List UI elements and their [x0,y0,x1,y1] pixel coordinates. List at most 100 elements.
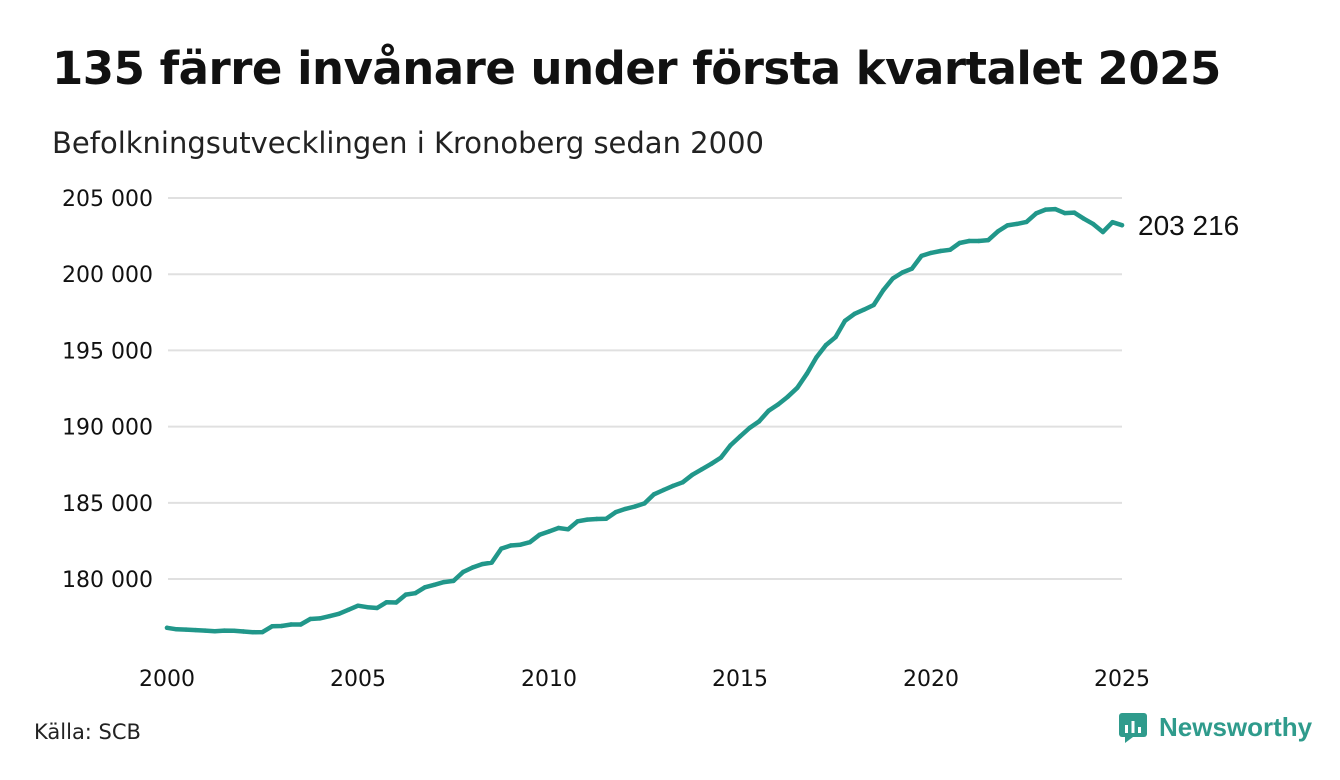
series-lines [164,206,1125,635]
chart-title: 135 färre invånare under första kvartale… [52,42,1221,95]
chart-subtitle: Befolkningsutvecklingen i Kronoberg seda… [52,126,764,160]
data-point [403,592,408,597]
data-labels: 203 216 [1138,210,1239,241]
data-point [164,625,170,630]
data-point [470,565,475,570]
data-point [623,506,628,512]
data-point [814,355,819,360]
data-point [690,472,695,477]
data-point [1024,219,1029,225]
x-tick-label: 2005 [330,667,386,692]
data-point [308,616,313,622]
data-point [1091,221,1096,227]
data-point [174,627,179,632]
data-point [269,624,275,629]
data-point [871,302,876,308]
data-point [489,560,494,565]
data-point [183,627,189,632]
data-point [938,248,943,254]
data-point [928,250,934,256]
gridlines [168,197,1122,581]
data-point [480,561,485,567]
y-tick-label: 190 000 [62,416,153,441]
data-point [699,467,704,472]
data-point [212,629,217,634]
data-point [260,629,265,635]
newsworthy-logo-icon [1119,712,1147,743]
data-point [527,540,533,545]
data-point [327,614,332,619]
data-point [900,270,905,275]
x-tick-label: 2000 [139,667,195,692]
y-tick-label: 200 000 [62,263,153,288]
data-point [1043,207,1048,212]
data-point [1081,216,1087,221]
data-point [565,527,571,532]
brand-name: Newsworthy [1159,712,1313,742]
data-point [241,629,246,634]
data-point [785,394,790,399]
x-tick-label: 2015 [712,667,768,692]
data-point [795,385,800,390]
data-point [861,307,867,312]
series-line [164,206,1125,635]
data-point [203,628,208,633]
data-point [413,591,418,596]
y-tick-label: 185 000 [62,492,153,517]
data-point [967,238,972,244]
data-point [986,237,991,243]
data-point [518,542,523,547]
y-tick-label: 195 000 [62,339,153,364]
data-point [537,532,542,537]
data-point [288,622,294,627]
data-point [193,627,198,633]
data-point [957,240,962,246]
data-point [947,247,953,252]
data-point [298,622,303,627]
data-point [661,487,666,493]
data-point [976,238,981,244]
data-point [1062,210,1067,216]
data-point [374,605,380,611]
data-point [355,603,361,608]
data-point [728,443,733,448]
data-point [919,253,924,259]
data-point [250,630,256,635]
data-point [909,266,915,271]
source-label: Källa: SCB [34,720,141,744]
data-point [432,582,437,587]
end-value-label: 203 216 [1138,210,1239,241]
data-point [556,525,561,531]
x-axis: 2000 2005 2010 2015 2020 2025 [139,667,1150,692]
data-point [451,578,456,584]
data-point [365,605,370,610]
data-point [1100,229,1106,235]
x-tick-label: 2025 [1094,667,1150,692]
data-point [1033,211,1039,216]
data-point [776,402,781,407]
data-point [632,504,638,509]
data-point [1072,210,1077,215]
data-point [1014,221,1020,227]
data-point [680,480,685,485]
data-point [833,335,838,340]
data-point [394,600,399,605]
data-point [546,529,552,534]
data-point [441,579,447,585]
data-point [279,623,284,629]
data-point [222,628,227,633]
data-point [422,585,428,590]
data-point [766,408,771,413]
data-point [709,461,714,466]
data-point [890,276,895,281]
data-point [613,509,618,515]
data-point [336,611,342,616]
data-point [823,342,829,348]
data-point [995,229,1001,234]
data-point [1005,223,1010,228]
data-point [585,517,590,522]
line-chart: 180 000 185 000 190 000 195 000 200 000 205 0… [62,187,1239,692]
data-point [671,483,676,488]
data-point [499,546,504,551]
data-point [756,419,762,424]
